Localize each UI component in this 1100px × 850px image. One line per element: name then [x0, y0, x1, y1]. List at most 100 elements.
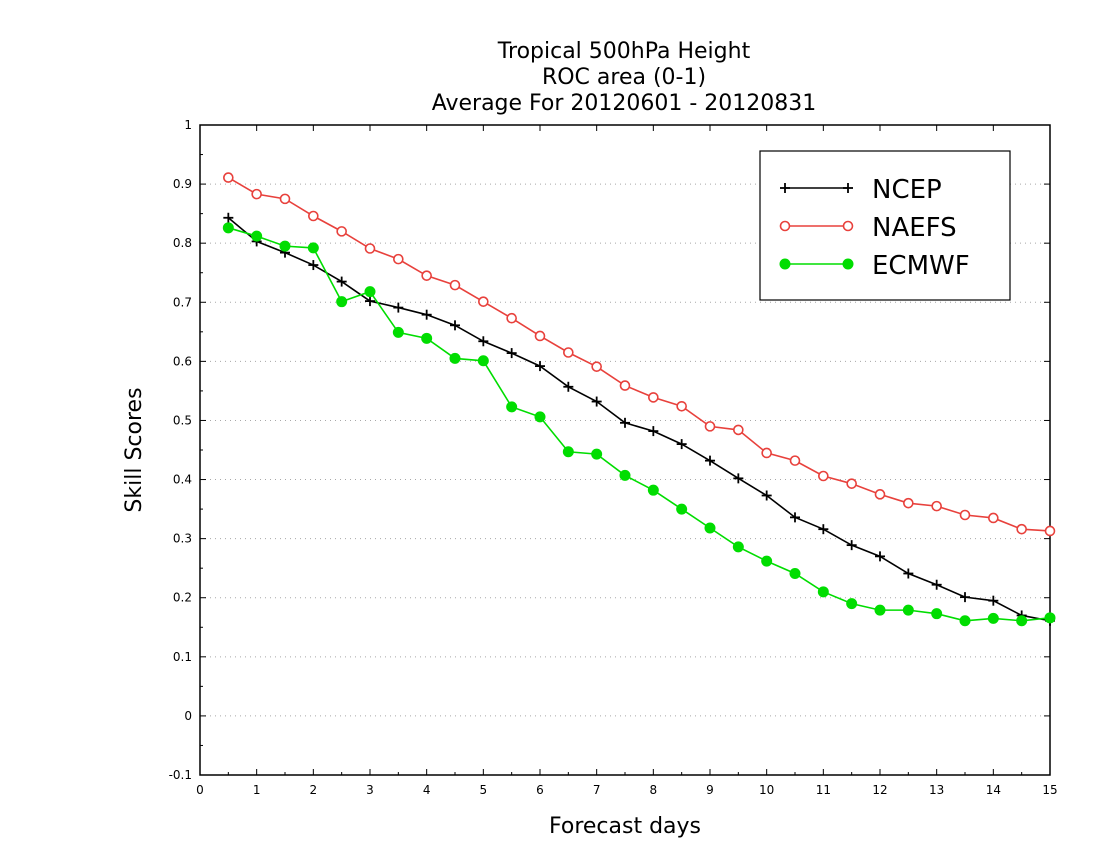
data-point [308, 260, 319, 271]
x-tick-label: 12 [872, 783, 887, 797]
data-point [704, 522, 716, 534]
y-tick-label: -0.1 [169, 768, 192, 782]
data-point [733, 424, 744, 436]
y-tick-label: 1 [184, 118, 192, 132]
legend-label: NAEFS [872, 213, 957, 243]
legend-item-ecmwf: ECMWF [779, 251, 970, 281]
legend-item-naefs: NAEFS [779, 213, 957, 243]
data-point [222, 222, 234, 234]
data-point [450, 320, 460, 331]
data-point [449, 352, 461, 364]
data-point [733, 473, 744, 484]
data-point [705, 455, 715, 466]
legend-label: ECMWF [872, 251, 970, 281]
legend-item-ncep: NCEP [780, 175, 942, 205]
data-point [761, 555, 773, 567]
data-point [959, 509, 971, 521]
data-point [874, 604, 886, 616]
x-tick-label: 10 [759, 783, 774, 797]
data-point [676, 400, 687, 412]
data-point [279, 193, 291, 205]
data-point [562, 446, 574, 458]
data-point [307, 242, 319, 254]
x-tick-label: 8 [650, 783, 658, 797]
data-point [478, 336, 489, 347]
x-tick-label: 5 [480, 783, 488, 797]
data-point [591, 396, 602, 407]
data-point [365, 296, 375, 307]
data-point [987, 612, 999, 624]
x-tick-label: 9 [706, 783, 714, 797]
data-point [336, 296, 348, 308]
legend-marker [779, 220, 791, 232]
data-point [846, 598, 858, 610]
x-tick-label: 11 [816, 783, 831, 797]
legend-marker [780, 183, 790, 193]
y-axis-ticks: -0.1 0 0.1 0.2 0.3 0.4 0.5 0.6 0.7 0.8 0.9 1 [169, 118, 1050, 782]
data-point [960, 592, 970, 603]
chart-title-line-1: Tropical 500hPa Height [497, 39, 751, 64]
y-tick-label: 0.3 [173, 532, 192, 546]
data-point [619, 469, 631, 481]
series-ecmwf [222, 222, 1056, 627]
data-point [251, 188, 262, 200]
y-tick-label: 0.7 [173, 295, 192, 309]
data-point [789, 455, 801, 466]
data-point [902, 604, 914, 616]
data-point [648, 426, 659, 437]
data-point [421, 309, 432, 320]
x-tick-label: 2 [310, 783, 318, 797]
data-point [875, 551, 885, 562]
chart-title-line-2: ROC area (0-1) [542, 65, 706, 90]
data-point [704, 421, 716, 432]
data-point [563, 347, 574, 358]
legend-label: NCEP [872, 175, 942, 205]
y-tick-label: 0.4 [173, 473, 192, 487]
data-point [648, 392, 659, 403]
data-point [223, 212, 234, 223]
y-tick-label: 0 [184, 709, 192, 723]
data-point [1044, 612, 1056, 624]
y-axis-label: Skill Scores [122, 387, 147, 512]
data-point [364, 286, 376, 298]
data-point [903, 497, 914, 509]
data-point [506, 312, 517, 324]
data-point [506, 348, 517, 359]
data-point [336, 276, 347, 287]
data-point [818, 524, 829, 535]
data-point [392, 326, 404, 338]
y-tick-label: 0.6 [173, 354, 192, 368]
x-tick-label: 0 [196, 783, 204, 797]
data-point [393, 302, 404, 313]
x-tick-label: 6 [536, 783, 544, 797]
data-point [903, 568, 914, 579]
data-point [364, 243, 376, 254]
data-point [959, 615, 971, 627]
x-tick-label: 1 [253, 783, 261, 797]
series-group [222, 172, 1056, 627]
data-point [449, 279, 461, 291]
legend: NCEP NAEFS ECMWF [759, 150, 1011, 301]
data-point [619, 380, 631, 391]
x-tick-label: 3 [366, 783, 374, 797]
data-point [534, 411, 546, 423]
data-point [279, 240, 291, 252]
data-point [421, 270, 432, 281]
x-tick-label: 14 [986, 783, 1001, 797]
data-point [988, 512, 999, 524]
chart-title-line-3: Average For 20120601 - 20120831 [432, 91, 817, 116]
data-point [789, 568, 801, 579]
data-point [251, 230, 263, 242]
y-tick-label: 0.2 [173, 591, 192, 605]
data-point [846, 478, 857, 489]
data-point [223, 172, 234, 183]
data-point [563, 381, 574, 392]
y-tick-label: 0.1 [173, 650, 192, 664]
data-point [506, 401, 518, 413]
data-point [676, 503, 688, 515]
series-naefs [223, 172, 1056, 537]
data-point [534, 330, 546, 342]
data-point [393, 253, 404, 265]
data-point [817, 586, 829, 598]
